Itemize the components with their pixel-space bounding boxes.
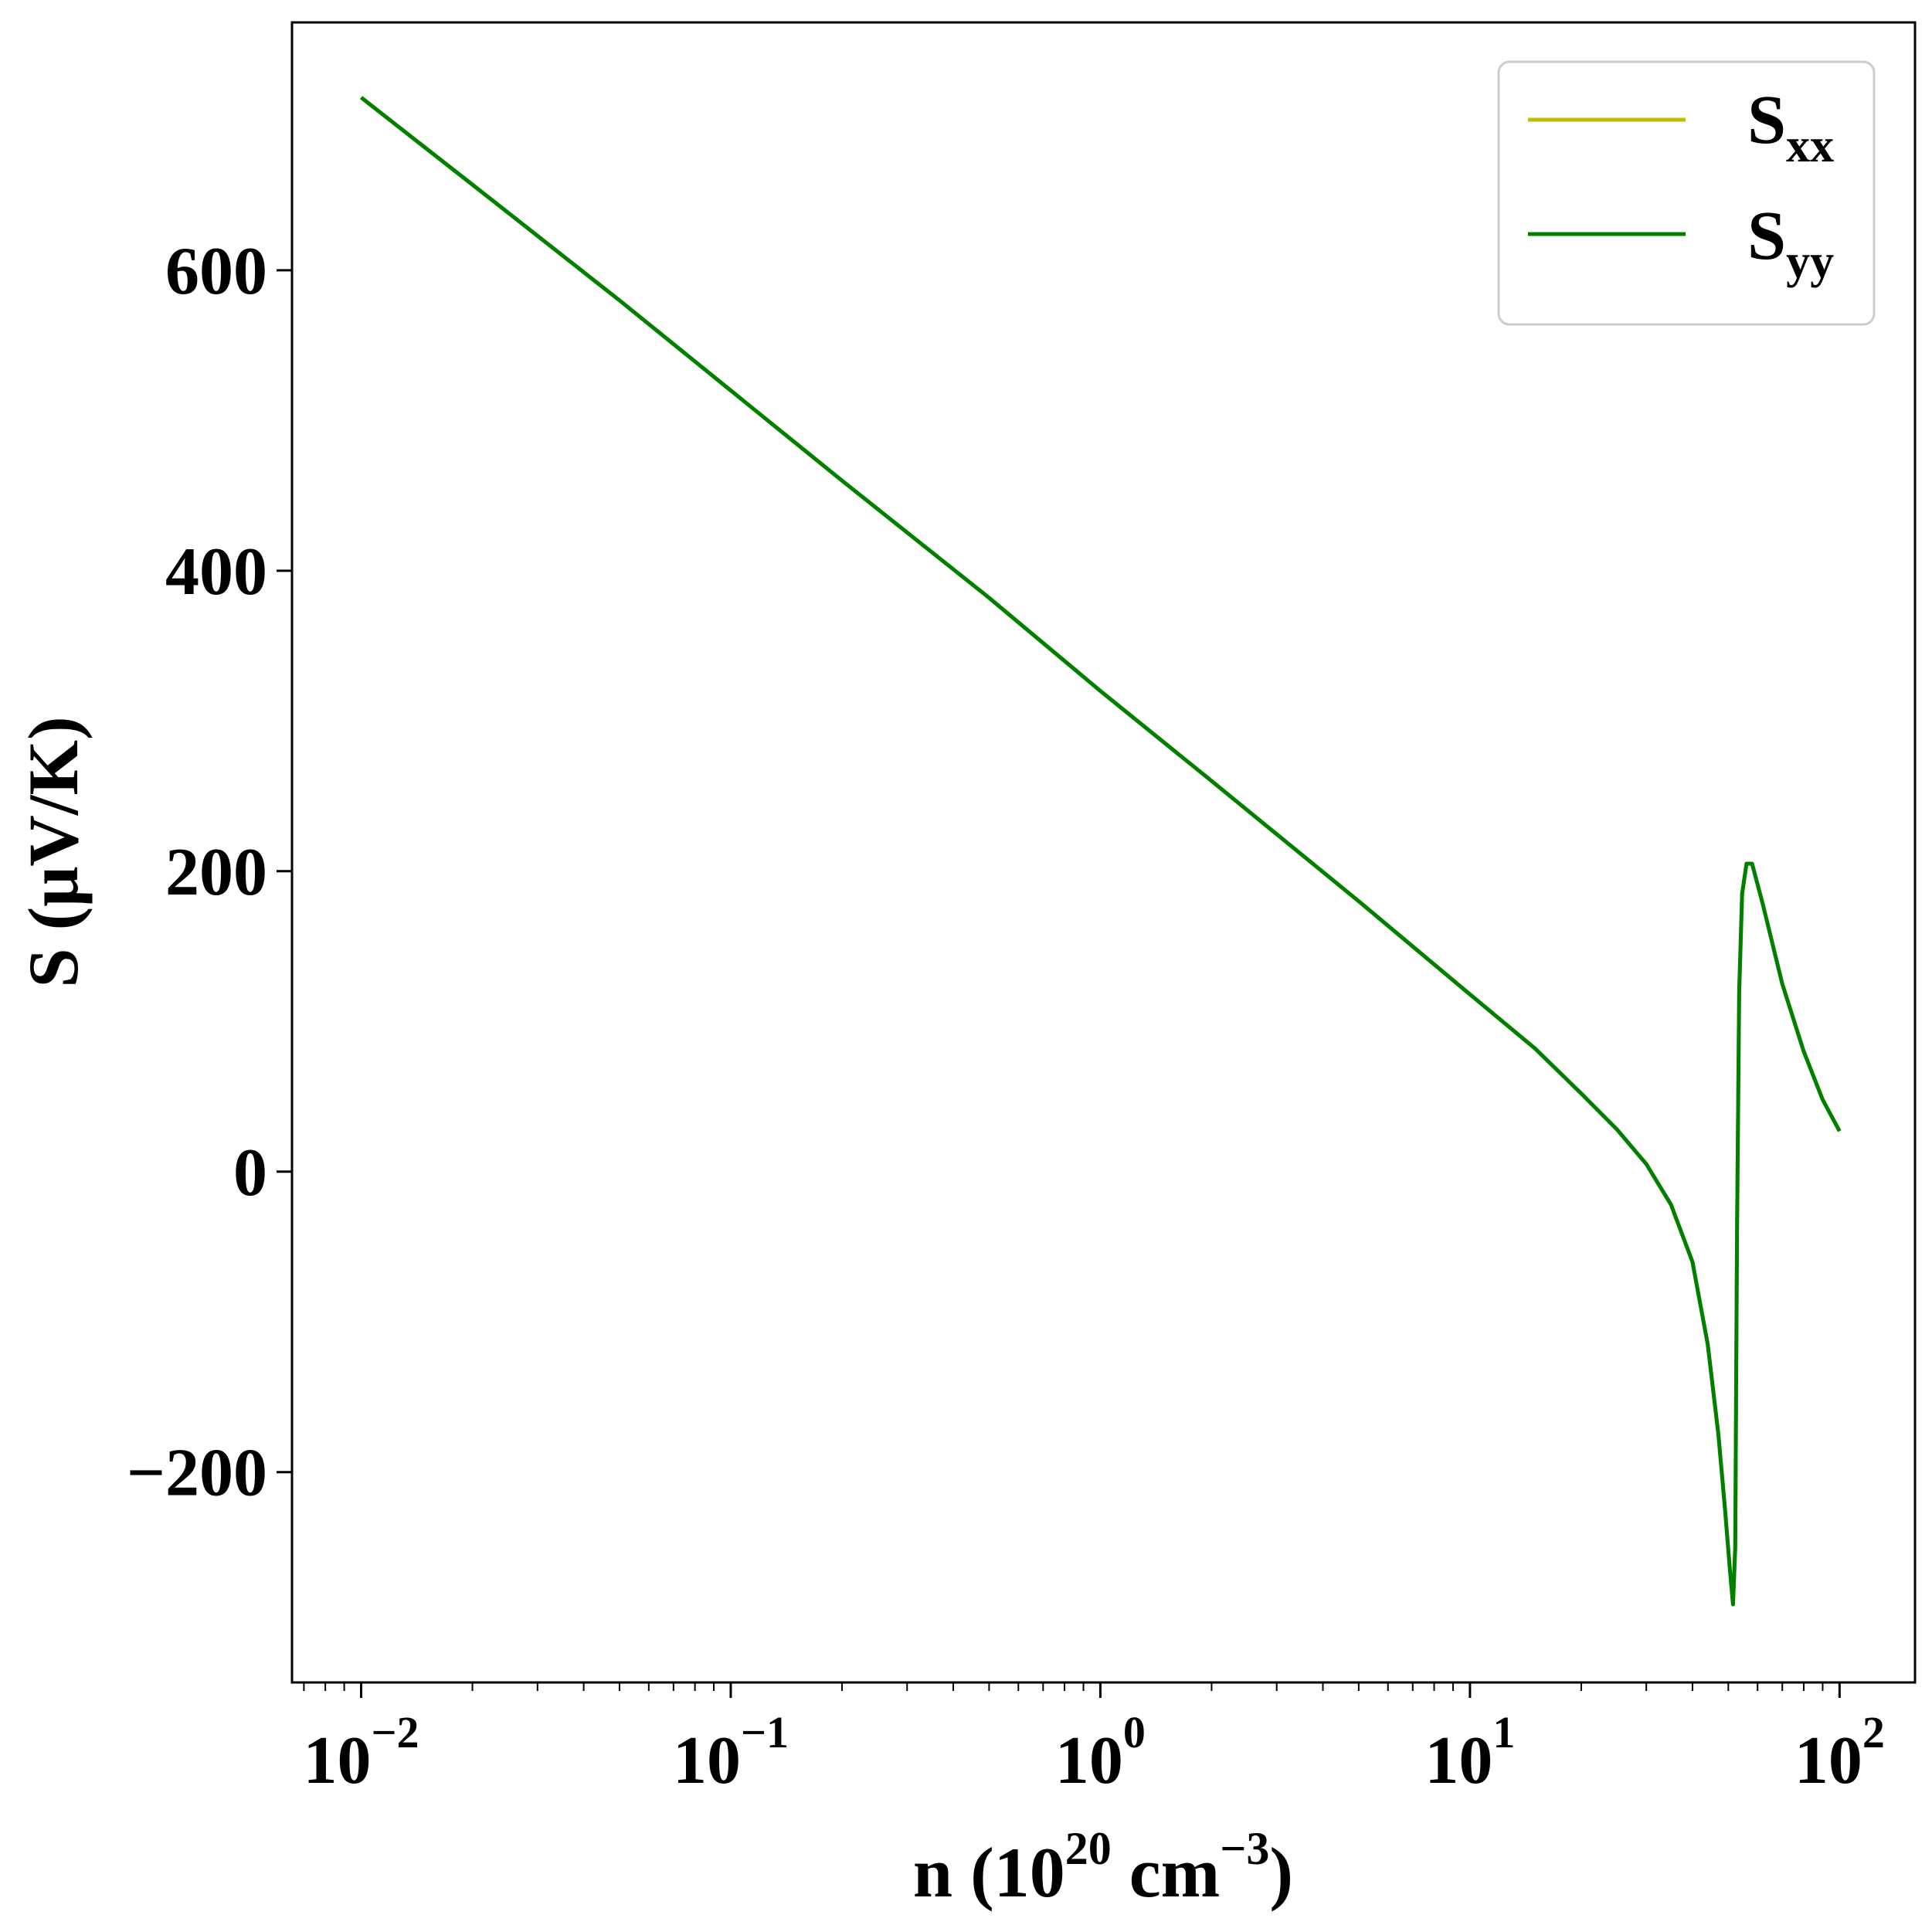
- series-line-syy: [359, 96, 1842, 1607]
- x-tick-label: 10−2: [303, 1707, 419, 1798]
- y-tick-label: 400: [165, 535, 267, 609]
- x-tick-label: 100: [1055, 1707, 1146, 1798]
- x-minor-ticks: [303, 1682, 1824, 1691]
- legend-entry-syy: Syy: [1747, 198, 1834, 288]
- x-tick-label: 10−1: [673, 1707, 789, 1798]
- plot-frame: [290, 21, 1917, 1684]
- y-axis-ticks: −200 0 200 400 600: [127, 234, 292, 1511]
- legend-entry-sxx: Sxx: [1747, 82, 1834, 172]
- y-axis-label: S (μV/K): [14, 716, 93, 987]
- x-axis-label: n (1020 cm−3): [913, 1823, 1293, 1912]
- x-tick-label: 101: [1424, 1707, 1515, 1798]
- y-tick-label: 200: [165, 835, 267, 910]
- legend-box: [1497, 60, 1876, 326]
- legend: Sxx Syy: [1497, 60, 1876, 326]
- series-layer: [359, 96, 1842, 1607]
- y-tick-label: 600: [165, 234, 267, 309]
- y-tick-label: −200: [127, 1436, 267, 1511]
- x-tick-label: 102: [1794, 1707, 1885, 1798]
- x-axis-ticks: 10−2 10−1 100 101 102: [303, 1682, 1885, 1798]
- y-tick-label: 0: [233, 1136, 267, 1210]
